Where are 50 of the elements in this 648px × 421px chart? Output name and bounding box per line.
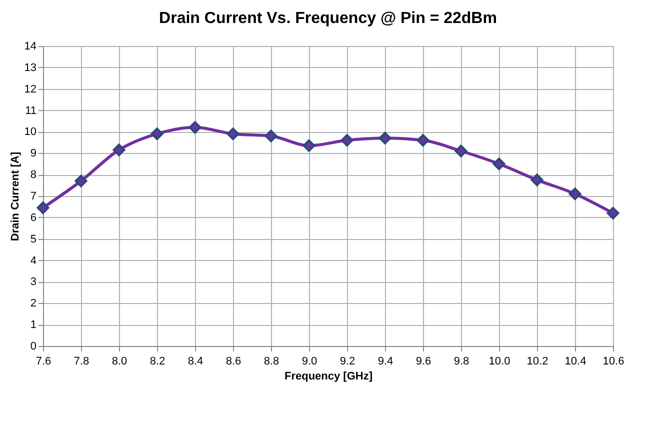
point	[454, 144, 468, 158]
x-tick-label: 7.6	[36, 356, 52, 368]
point	[188, 121, 202, 134]
point	[226, 128, 240, 140]
point	[36, 202, 50, 214]
y-tick-label: 6	[30, 212, 36, 224]
x-tick-label: 7.8	[74, 356, 90, 368]
x-tick-label: 10.2	[526, 356, 548, 368]
point	[264, 130, 278, 142]
point	[150, 128, 164, 140]
x-tick-label: 9.2	[340, 356, 356, 368]
y-axis-title: Drain Current [A]	[9, 152, 22, 242]
point	[74, 174, 88, 188]
point	[112, 144, 126, 156]
y-tick-label: 14	[24, 40, 36, 52]
point	[378, 132, 392, 144]
x-tick-label: 9.6	[416, 356, 432, 368]
y-tick-label: 2	[30, 298, 36, 310]
point	[606, 206, 620, 220]
y-tick-label: 7	[30, 190, 36, 202]
x-tick-label: 8.0	[112, 356, 128, 368]
y-tick-label: 11	[25, 104, 36, 117]
x-tick-label: 10.4	[564, 356, 586, 368]
x-tick-label: 9.4	[378, 356, 394, 368]
y-tick-label: 13	[24, 62, 36, 74]
point	[492, 158, 506, 170]
x-tick-label: 9.0	[302, 356, 318, 368]
x-axis-title: Frequency [GHz]	[284, 370, 373, 382]
x-tick-label: 8.8	[264, 356, 280, 368]
x-tick-label: 8.2	[150, 356, 166, 368]
y-tick-label: 12	[24, 83, 36, 96]
point	[568, 188, 582, 200]
chart-title: Drain Current Vs. Frequency @ Pin = 22dBm	[159, 10, 497, 27]
y-tick-label: 1	[30, 319, 36, 332]
x-tick-label: 8.4	[188, 356, 204, 368]
y-tick-label: 4	[30, 254, 36, 267]
point	[340, 134, 354, 147]
point	[302, 139, 316, 152]
x-tick-label: 8.6	[226, 356, 242, 368]
x-tick-label: 10.6	[602, 356, 624, 368]
y-tick-label: 10	[24, 126, 36, 138]
y-tick-label: 0	[30, 340, 36, 352]
x-tick-label: 10.0	[488, 356, 510, 368]
y-tick-label: 9	[30, 148, 36, 160]
y-tick-label: 5	[30, 233, 36, 246]
point	[416, 134, 430, 147]
x-tick-label: 9.8	[454, 356, 470, 368]
point	[530, 174, 544, 186]
y-tick-label: 3	[30, 276, 36, 288]
y-tick-label: 8	[30, 169, 36, 182]
